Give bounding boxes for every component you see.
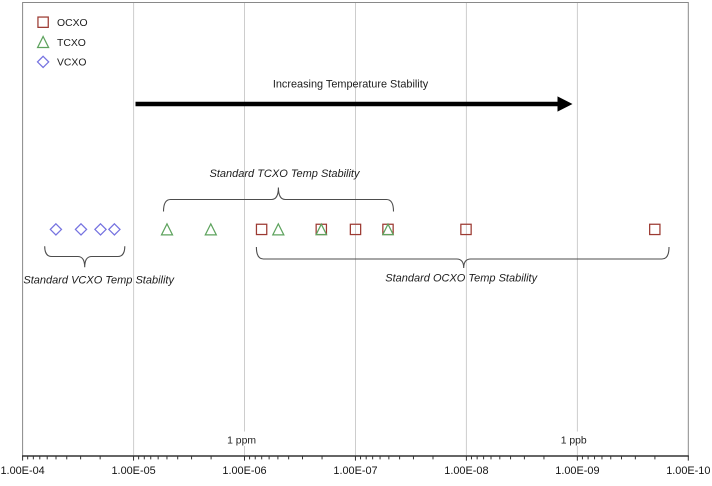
svg-text:Standard TCXO Temp Stability: Standard TCXO Temp Stability <box>210 168 361 180</box>
svg-text:OCXO: OCXO <box>57 18 88 29</box>
svg-text:1 ppm: 1 ppm <box>227 436 256 447</box>
svg-text:1.00E-07: 1.00E-07 <box>333 465 377 477</box>
svg-text:1.00E-06: 1.00E-06 <box>222 465 266 477</box>
svg-text:1.00E-04: 1.00E-04 <box>0 465 44 477</box>
svg-text:TCXO: TCXO <box>57 38 86 49</box>
svg-text:Increasing Temperature Stabili: Increasing Temperature Stability <box>273 79 429 91</box>
svg-text:1.00E-08: 1.00E-08 <box>444 465 488 477</box>
svg-text:1.00E-10: 1.00E-10 <box>666 465 710 477</box>
svg-text:1 ppb: 1 ppb <box>561 436 587 447</box>
svg-text:VCXO: VCXO <box>57 58 86 69</box>
svg-text:Standard OCXO Temp Stability: Standard OCXO Temp Stability <box>385 272 538 284</box>
svg-text:1.00E-09: 1.00E-09 <box>555 465 599 477</box>
svg-text:1.00E-05: 1.00E-05 <box>111 465 155 477</box>
svg-text:Standard VCXO Temp Stability: Standard VCXO Temp Stability <box>23 275 175 287</box>
